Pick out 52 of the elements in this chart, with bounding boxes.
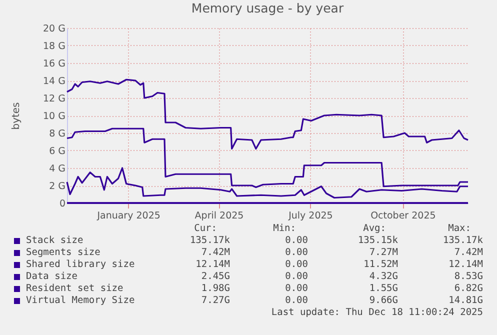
x-tick-label: January 2025 <box>96 210 160 222</box>
text: 7.27G <box>201 295 230 307</box>
legend-label: Resident set size <box>26 283 124 295</box>
text: 135.15k <box>358 235 398 247</box>
legend-label: Shared library size <box>26 259 135 271</box>
text: 4.32G <box>369 271 398 283</box>
y-tick-label: 12 G <box>43 94 66 104</box>
text: 0.00 <box>285 283 308 295</box>
text: 6.82G <box>454 283 483 295</box>
text: 2.45G <box>201 271 230 283</box>
text: 0.00 <box>285 235 308 247</box>
text: 0.00 <box>285 271 308 283</box>
text: 0.00 <box>285 295 308 307</box>
text: Avg: <box>363 223 386 235</box>
text: 11.52M <box>364 259 398 271</box>
text: 1.98G <box>201 283 230 295</box>
text: 9.66G <box>369 295 398 307</box>
text: 7.27M <box>369 247 398 259</box>
text: 0.00 <box>285 259 308 271</box>
text: 135.17k <box>442 235 483 247</box>
text: 1.55G <box>369 283 398 295</box>
text: Max: <box>448 223 471 235</box>
text: 135.17k <box>190 235 230 247</box>
y-tick-label: 8 G <box>49 128 66 140</box>
text: 12.14M <box>448 259 483 271</box>
text: 14.81G <box>448 295 483 307</box>
x-tick-label: April 2025 <box>194 210 244 222</box>
y-tick-label: 14 G <box>43 76 66 87</box>
text: 12.14M <box>196 259 230 271</box>
text: Last update: Thu Dec 18 11:00:24 2025 <box>271 307 483 319</box>
text: 7.42M <box>454 247 483 259</box>
legend-label: Virtual Memory Size <box>26 295 135 307</box>
x-tick-label: October 2025 <box>370 210 436 222</box>
y-tick-label: 10 G <box>43 111 66 122</box>
y-tick-label: 6 G <box>49 146 66 157</box>
legend-label: Stack size <box>26 235 84 247</box>
x-tick-label: July 2025 <box>288 210 333 222</box>
y-tick-label: 16 G <box>43 58 66 70</box>
text: Min: <box>273 223 296 235</box>
text: 0.00 <box>285 247 308 259</box>
text: Cur: <box>194 223 217 235</box>
y-tick-label: 0 <box>59 198 66 210</box>
y-tick-label: 4 G <box>49 164 66 174</box>
text: 8.53G <box>454 271 483 283</box>
legend-label: Segments size <box>26 247 100 259</box>
y-tick-label: 20 G <box>43 24 66 34</box>
text: 7.42M <box>201 247 230 259</box>
chart-title: Memory usage - by year <box>191 0 344 16</box>
y-tick-label: 18 G <box>43 41 66 52</box>
legend-label: Data size <box>26 271 78 283</box>
y-axis-title: bytes <box>11 102 22 130</box>
y-tick-label: 2 G <box>49 181 66 192</box>
